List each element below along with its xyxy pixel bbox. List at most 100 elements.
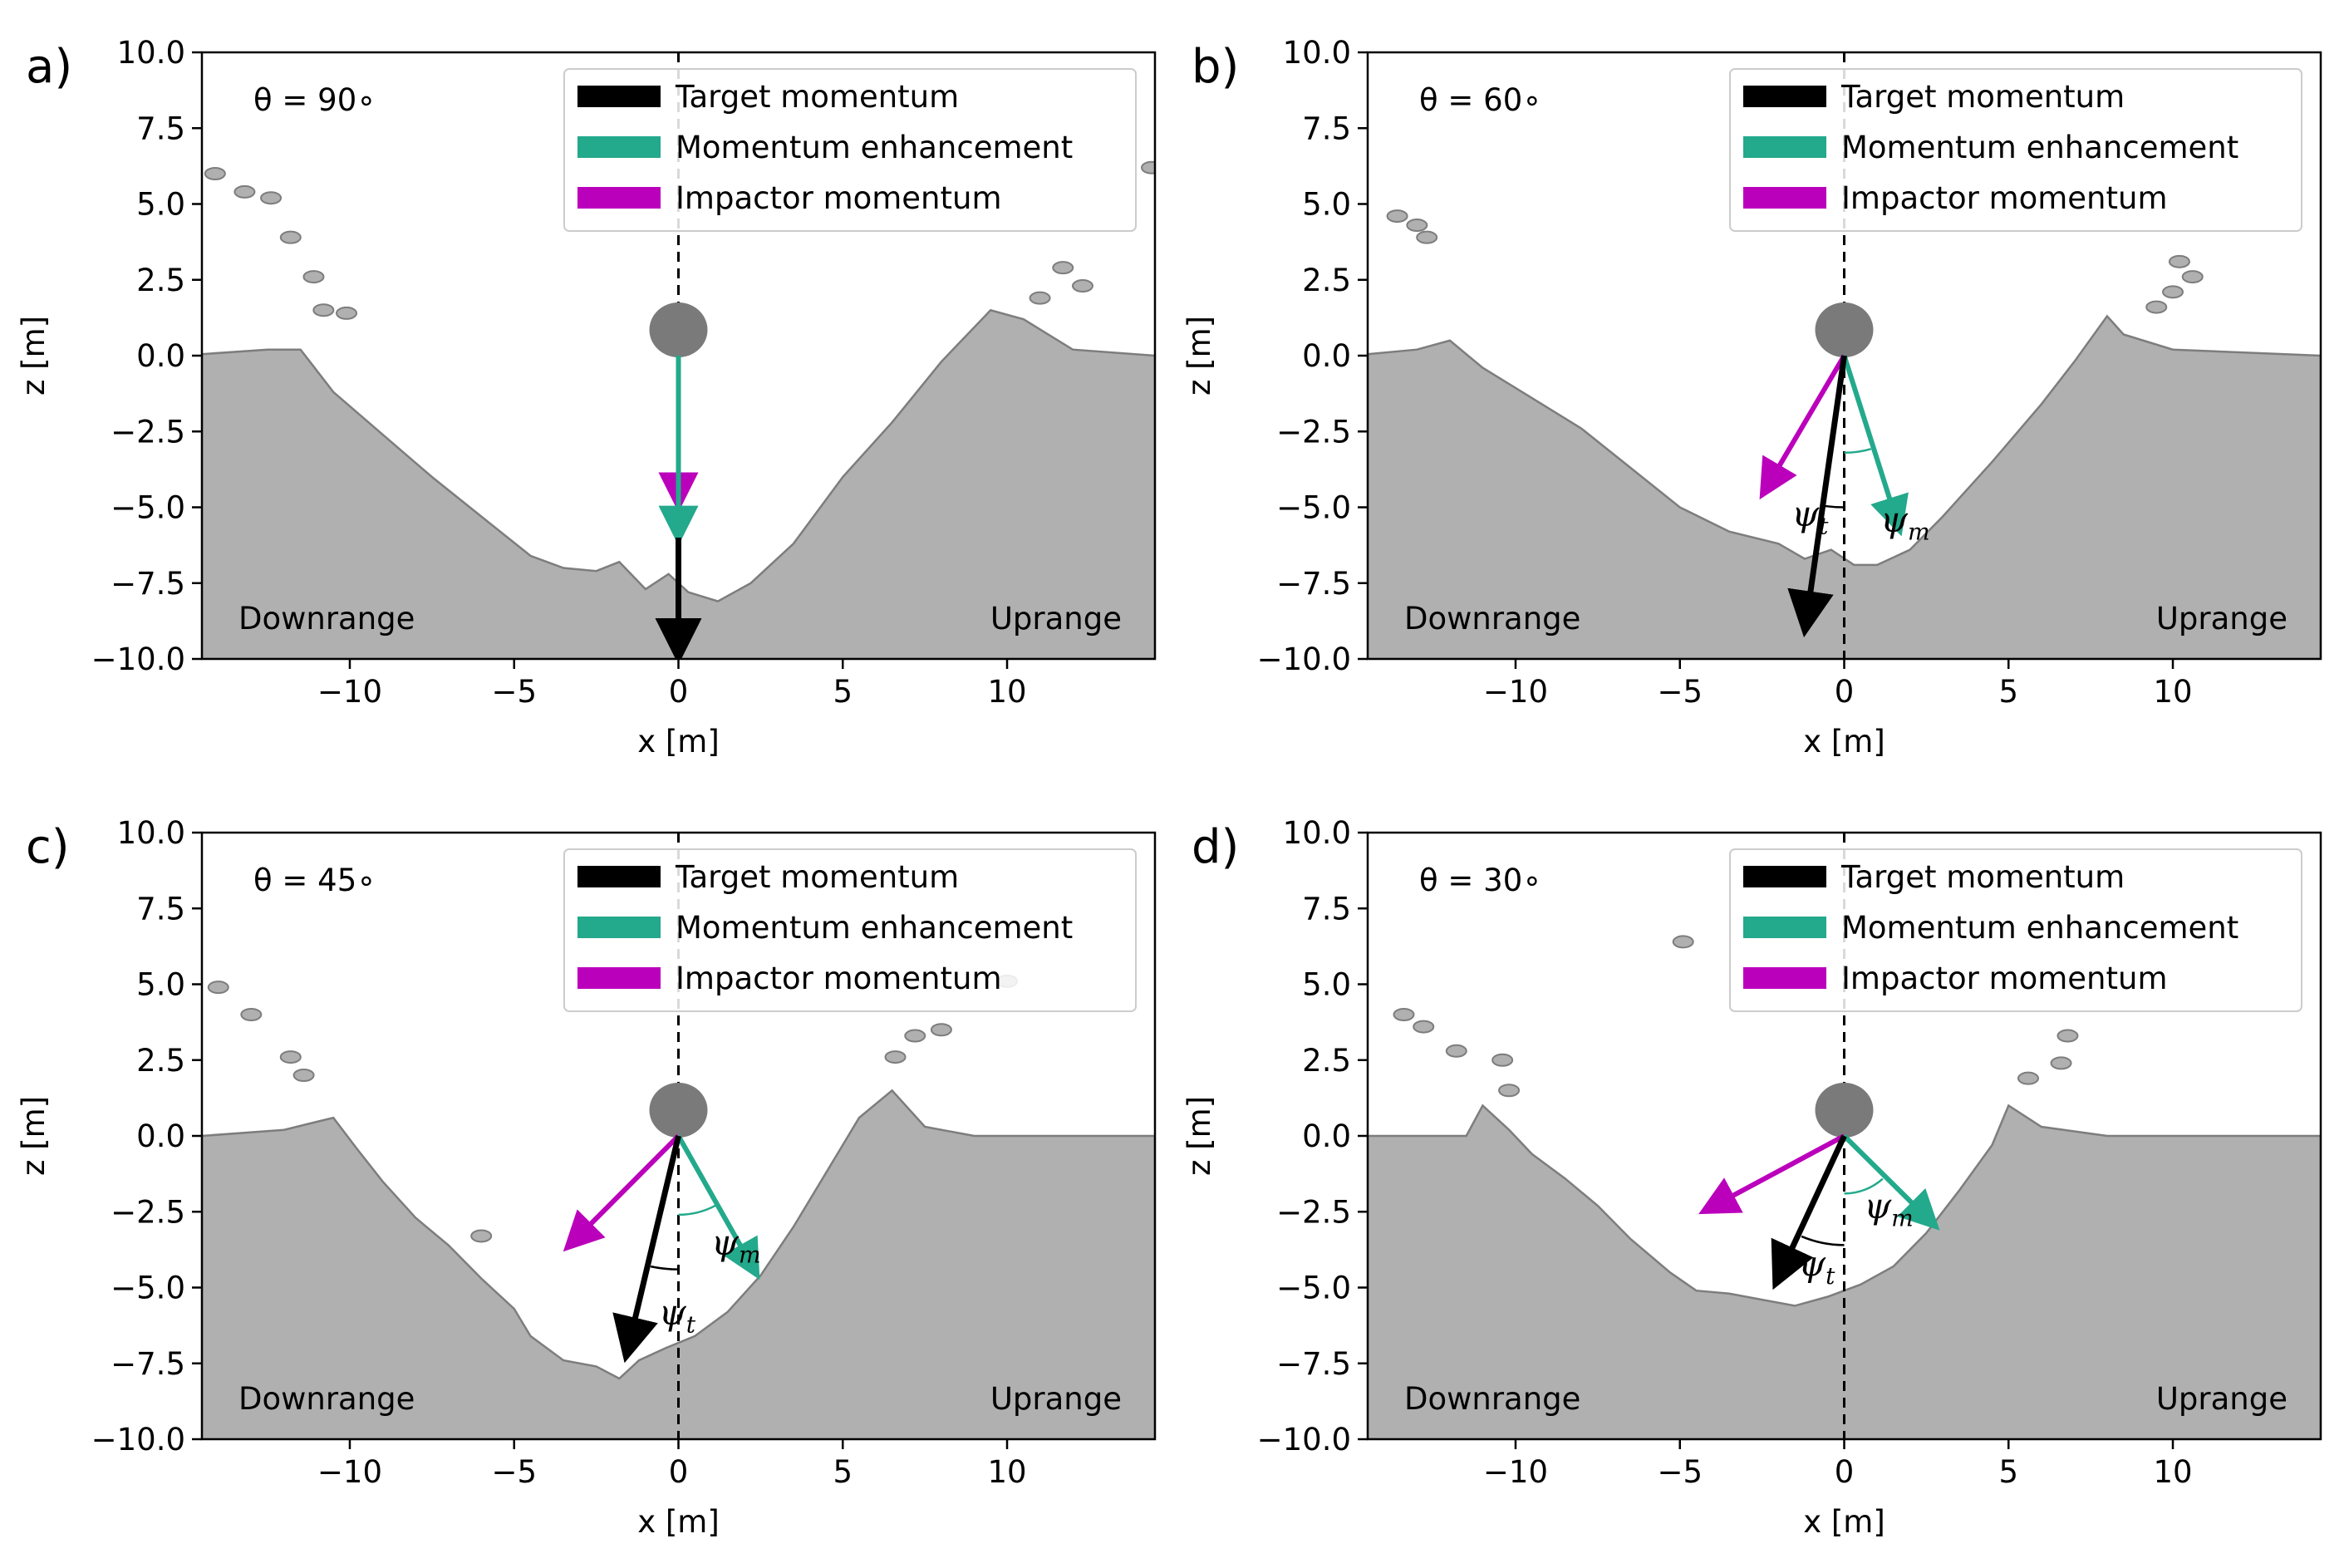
y-tick-label: −10.0 [91,641,185,677]
target-angle-arc [1824,504,1845,509]
debris-fragment [1498,1084,1521,1098]
downrange-label: Downrange [238,601,415,637]
y-tick-label: −7.5 [111,1346,185,1382]
y-tick-label: −10.0 [1257,1422,1351,1457]
y-tick-label: 10.0 [1283,35,1351,71]
y-tick-label: −7.5 [111,566,185,602]
plot-area [202,833,1155,1439]
y-tick-label: −7.5 [1276,1346,1351,1382]
crater-terrain [1368,314,2321,659]
x-tick-label: 0 [1835,1454,1855,1490]
debris-fragment [1672,935,1694,949]
impactor-ball [649,1082,708,1138]
debris-fragment [312,303,335,317]
plot-area [1368,833,2321,1439]
y-tick-label: 2.5 [136,263,185,298]
enhancement-momentum-vector [1841,355,1909,537]
y-tick-label: 5.0 [1302,187,1351,223]
debris-fragment [930,1023,952,1037]
y-tick-label: 7.5 [1302,891,1351,927]
debris-fragment [1386,209,1408,224]
y-tick-label: 0.0 [1302,338,1351,374]
legend-target-momentum-swatch [1743,866,1826,887]
x-tick-label: 5 [1998,674,2018,710]
theta-label: θ = 60∘ [1419,82,1541,118]
impactor-momentum-vector [1759,354,1847,500]
x-tick-label: 10 [2153,1454,2192,1490]
debris-fragment [233,184,256,199]
y-axis-label: z [m] [1182,316,1217,396]
legend-impactor-momentum-label: Impactor momentum [676,961,1002,996]
impactor-momentum-vector [1698,1133,1845,1215]
x-tick-label: −10 [317,1454,382,1490]
x-tick-label: −10 [317,674,382,710]
y-tick-label: −10.0 [1257,641,1351,677]
crater-terrain [202,308,1155,659]
legend: Target momentum Momentum enhancement Impac… [1729,68,2302,232]
y-tick-label: 7.5 [1302,111,1351,146]
x-tick-label: −10 [1483,674,1548,710]
legend-impactor-momentum-label: Impactor momentum [676,180,1002,216]
debris-fragment [2168,254,2190,268]
x-axis-label: x [m] [637,724,720,759]
y-tick-label: 5.0 [136,967,185,1003]
debris-fragment [904,1029,926,1043]
panel-label: b) [1192,40,1239,94]
target-momentum-vector [612,1135,681,1364]
enhancement-angle-label: ψm [1864,1186,1914,1232]
y-tick-label: −7.5 [1276,566,1351,602]
x-tick-label: 5 [833,1454,853,1490]
debris-fragment [1141,160,1155,174]
panel-b: ψt ψm −10 −5 0 5 10 10.0 7.5 5.0 2.5 0.0 −2.5 −5.0 −7.… [1182,35,2322,759]
impactor-ball [1815,1082,1874,1138]
impactor-momentum-vector [563,1133,681,1252]
y-axis-label: z [m] [16,316,52,396]
enhancement-angle-arc [1844,448,1872,455]
legend-box [1729,68,2302,232]
crater-terrain [202,1089,1155,1439]
debris-fragment [240,1008,263,1021]
legend-impactor-momentum-swatch [577,187,661,209]
panel-label: a) [26,40,72,94]
debris-fragment [1406,219,1428,233]
x-axis-label: x [m] [637,1504,720,1540]
y-tick-label: 7.5 [136,111,185,146]
panel-a: −10 −5 0 5 10 10.0 7.5 5.0 2.5 0.0 −2.5 −5.0 −7.5 −10… [16,35,1157,759]
legend-impactor-momentum-swatch [1743,967,1826,989]
panel-label: c) [26,820,70,874]
legend-target-momentum-swatch [577,866,661,887]
y-tick-label: 2.5 [1302,1043,1351,1079]
debris-fragment [1491,1053,1514,1067]
debris-fragment [2050,1056,2072,1070]
impactor-ball [1815,302,1874,357]
debris-fragment [1416,230,1438,244]
x-tick-label: 5 [833,674,853,710]
debris-fragment [2162,285,2184,299]
target-angle-label: ψt [659,1291,696,1338]
y-tick-label: 0.0 [136,338,185,374]
enhancement-angle-arc [1844,1177,1884,1195]
y-tick-label: 10.0 [117,35,185,71]
y-tick-label: −5.0 [1276,490,1351,526]
debris-fragment [204,167,226,180]
debris-fragment [1029,291,1051,305]
x-tick-label: 10 [987,674,1026,710]
legend-target-momentum-swatch [577,86,661,107]
legend-momentum-enhancement-label: Momentum enhancement [1841,130,2238,165]
debris-fragment [2181,270,2204,284]
legend-box [1729,848,2302,1012]
target-momentum-vector [1787,355,1847,638]
x-tick-label: −5 [1657,674,1703,710]
legend: Target momentum Momentum enhancement Impac… [1729,848,2302,1012]
uprange-label: Uprange [2156,1381,2287,1417]
legend-target-momentum-swatch [1743,86,1826,107]
downrange-label: Downrange [1404,1381,1580,1417]
debris-fragment [207,981,229,995]
y-tick-label: 10.0 [117,815,185,851]
legend-momentum-enhancement-swatch [577,136,661,158]
plot-area [1368,52,2321,659]
legend-momentum-enhancement-label: Momentum enhancement [676,130,1073,165]
legend-momentum-enhancement-label: Momentum enhancement [1841,910,2238,946]
panel-label: d) [1192,820,1239,874]
